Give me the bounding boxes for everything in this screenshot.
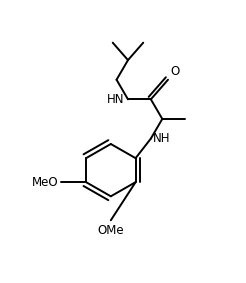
- Text: OMe: OMe: [97, 224, 124, 237]
- Text: HN: HN: [107, 93, 124, 106]
- Text: NH: NH: [153, 132, 170, 145]
- Text: MeO: MeO: [32, 176, 58, 189]
- Text: O: O: [170, 65, 179, 78]
